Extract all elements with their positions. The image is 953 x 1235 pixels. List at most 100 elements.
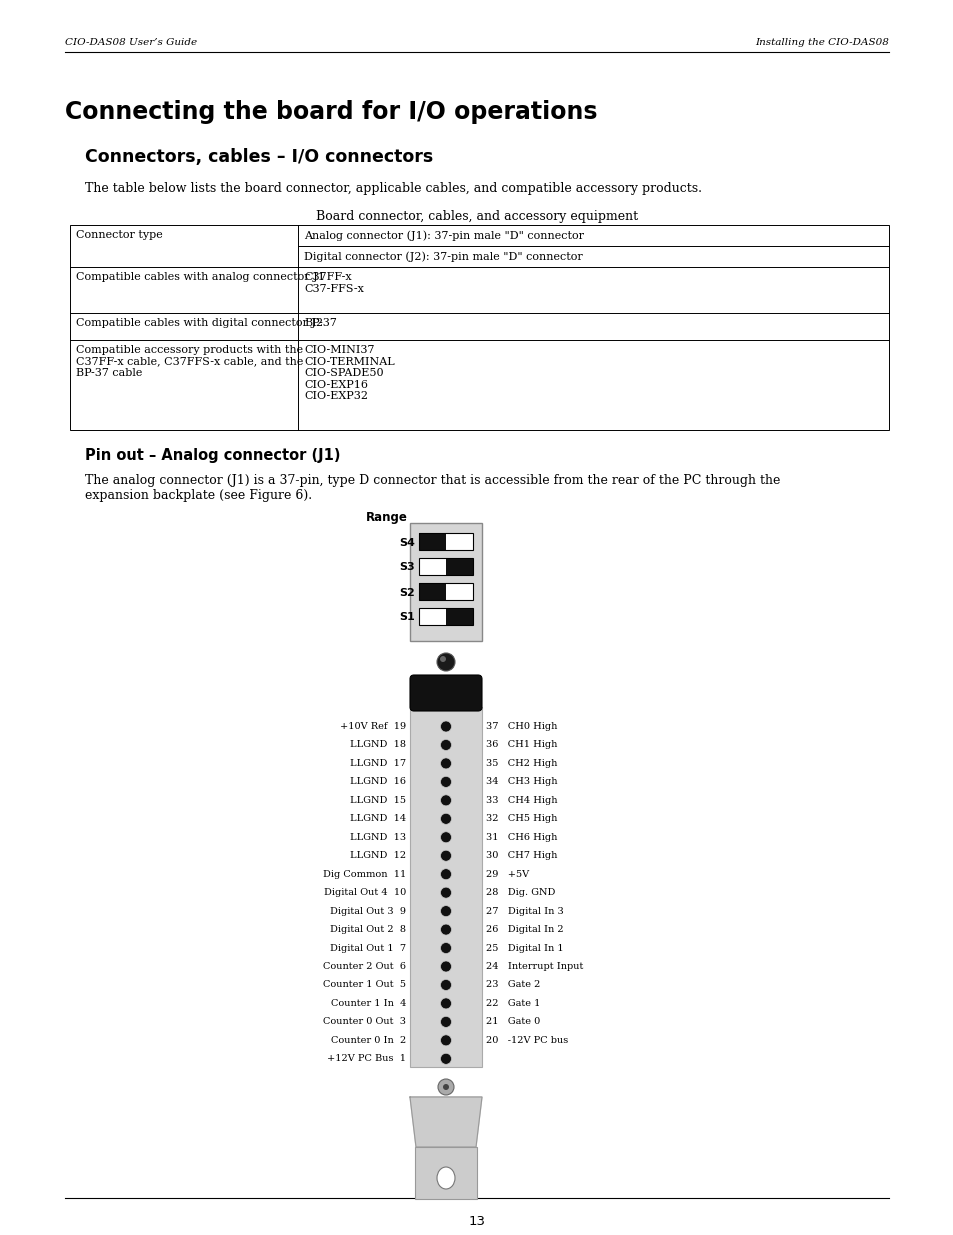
- Bar: [415, 1147, 476, 1199]
- Circle shape: [440, 740, 451, 751]
- Bar: [418, 583, 473, 600]
- Text: 26   Digital In 2: 26 Digital In 2: [485, 925, 563, 934]
- Circle shape: [437, 1079, 454, 1095]
- Circle shape: [440, 831, 451, 842]
- Circle shape: [440, 1035, 451, 1046]
- Circle shape: [440, 961, 451, 972]
- Text: S4: S4: [398, 537, 415, 547]
- Circle shape: [440, 721, 451, 732]
- Text: The table below lists the board connector, applicable cables, and compatible acc: The table below lists the board connecto…: [85, 182, 701, 195]
- Bar: [446, 558, 473, 576]
- Text: 21   Gate 0: 21 Gate 0: [485, 1018, 539, 1026]
- Text: LLGND  13: LLGND 13: [350, 832, 406, 842]
- Text: Board connector, cables, and accessory equipment: Board connector, cables, and accessory e…: [315, 210, 638, 224]
- Circle shape: [440, 1053, 451, 1065]
- Text: Digital Out 4  10: Digital Out 4 10: [323, 888, 406, 897]
- Text: LLGND  17: LLGND 17: [350, 760, 406, 768]
- Circle shape: [440, 924, 451, 935]
- Bar: [446, 608, 473, 625]
- Text: Dig Common  11: Dig Common 11: [322, 869, 406, 878]
- Text: LLGND  16: LLGND 16: [350, 777, 406, 787]
- Bar: [418, 534, 446, 550]
- Text: C37FF-x
C37-FFS-x: C37FF-x C37-FFS-x: [304, 272, 363, 294]
- Circle shape: [440, 795, 451, 806]
- Bar: [446, 534, 473, 550]
- Text: S2: S2: [399, 588, 415, 598]
- Text: 24   Interrupt Input: 24 Interrupt Input: [485, 962, 583, 971]
- Bar: [70, 225, 888, 430]
- Circle shape: [440, 758, 451, 769]
- Text: Installing the CIO-DAS08: Installing the CIO-DAS08: [755, 38, 888, 47]
- Circle shape: [439, 656, 446, 662]
- Text: 28   Dig. GND: 28 Dig. GND: [485, 888, 555, 897]
- Text: 30   CH7 High: 30 CH7 High: [485, 851, 557, 861]
- Text: 13: 13: [468, 1215, 485, 1228]
- Text: Counter 0 In  2: Counter 0 In 2: [331, 1036, 406, 1045]
- Circle shape: [440, 777, 451, 788]
- Text: CIO-MINI37
CIO-TERMINAL
CIO-SPADE50
CIO-EXP16
CIO-EXP32: CIO-MINI37 CIO-TERMINAL CIO-SPADE50 CIO-…: [304, 345, 395, 401]
- Text: 36   CH1 High: 36 CH1 High: [485, 741, 557, 750]
- Circle shape: [440, 1016, 451, 1028]
- Text: Compatible cables with analog connector J1: Compatible cables with analog connector …: [76, 272, 325, 282]
- Text: 37   CH0 High: 37 CH0 High: [485, 722, 557, 731]
- Text: CIO-DAS08 User’s Guide: CIO-DAS08 User’s Guide: [65, 38, 197, 47]
- Text: 23   Gate 2: 23 Gate 2: [485, 981, 539, 989]
- Text: Counter 2 Out  6: Counter 2 Out 6: [323, 962, 406, 971]
- Text: Counter 1 Out  5: Counter 1 Out 5: [323, 981, 406, 989]
- Text: S1: S1: [399, 613, 415, 622]
- Text: 33   CH4 High: 33 CH4 High: [485, 795, 557, 805]
- Circle shape: [436, 653, 455, 671]
- Text: Digital Out 1  7: Digital Out 1 7: [330, 944, 406, 952]
- Polygon shape: [410, 1097, 481, 1147]
- Circle shape: [440, 868, 451, 879]
- Bar: [418, 558, 446, 576]
- Bar: [418, 534, 473, 550]
- Circle shape: [440, 998, 451, 1009]
- Text: LLGND  12: LLGND 12: [350, 851, 406, 861]
- Circle shape: [440, 850, 451, 861]
- Text: Counter 0 Out  3: Counter 0 Out 3: [323, 1018, 406, 1026]
- Text: BP-37: BP-37: [304, 317, 336, 329]
- Text: 20   -12V PC bus: 20 -12V PC bus: [485, 1036, 568, 1045]
- Text: The analog connector (J1) is a 37-pin, type D connector that is accessible from : The analog connector (J1) is a 37-pin, t…: [85, 474, 780, 487]
- Bar: [418, 583, 446, 600]
- Circle shape: [440, 887, 451, 898]
- Circle shape: [440, 814, 451, 824]
- Text: LLGND  18: LLGND 18: [350, 741, 406, 750]
- Text: LLGND  14: LLGND 14: [350, 814, 406, 824]
- Text: +12V PC Bus  1: +12V PC Bus 1: [327, 1055, 406, 1063]
- Text: Connecting the board for I/O operations: Connecting the board for I/O operations: [65, 100, 597, 124]
- Text: 25   Digital In 1: 25 Digital In 1: [485, 944, 563, 952]
- Text: Connectors, cables – I/O connectors: Connectors, cables – I/O connectors: [85, 148, 433, 165]
- Text: 29   +5V: 29 +5V: [485, 869, 529, 878]
- Bar: [446, 583, 473, 600]
- Bar: [410, 522, 481, 641]
- Text: LLGND  15: LLGND 15: [350, 795, 406, 805]
- Bar: [418, 608, 446, 625]
- Text: Analog connector (J1): 37-pin male "D" connector: Analog connector (J1): 37-pin male "D" c…: [304, 230, 583, 241]
- Text: expansion backplate (see Figure 6).: expansion backplate (see Figure 6).: [85, 489, 312, 501]
- Text: S3: S3: [399, 562, 415, 573]
- Text: Digital connector (J2): 37-pin male "D" connector: Digital connector (J2): 37-pin male "D" …: [304, 251, 582, 262]
- Text: Digital Out 3  9: Digital Out 3 9: [330, 906, 406, 915]
- Text: 22   Gate 1: 22 Gate 1: [485, 999, 539, 1008]
- FancyBboxPatch shape: [410, 676, 481, 711]
- Bar: [418, 608, 473, 625]
- Text: 27   Digital In 3: 27 Digital In 3: [485, 906, 563, 915]
- Text: Digital Out 2  8: Digital Out 2 8: [330, 925, 406, 934]
- Circle shape: [440, 905, 451, 916]
- Text: 31   CH6 High: 31 CH6 High: [485, 832, 557, 842]
- Circle shape: [440, 942, 451, 953]
- Circle shape: [440, 979, 451, 990]
- Text: 34   CH3 High: 34 CH3 High: [485, 777, 557, 787]
- Circle shape: [442, 1084, 449, 1091]
- Text: Range: Range: [366, 511, 408, 524]
- Text: +10V Ref  19: +10V Ref 19: [339, 722, 406, 731]
- Text: Pin out – Analog connector (J1): Pin out – Analog connector (J1): [85, 448, 340, 463]
- Text: 35   CH2 High: 35 CH2 High: [485, 760, 557, 768]
- Bar: [418, 558, 473, 576]
- Text: Connector type: Connector type: [76, 230, 163, 240]
- Bar: [410, 706, 481, 1067]
- Text: 32   CH5 High: 32 CH5 High: [485, 814, 557, 824]
- Text: Counter 1 In  4: Counter 1 In 4: [331, 999, 406, 1008]
